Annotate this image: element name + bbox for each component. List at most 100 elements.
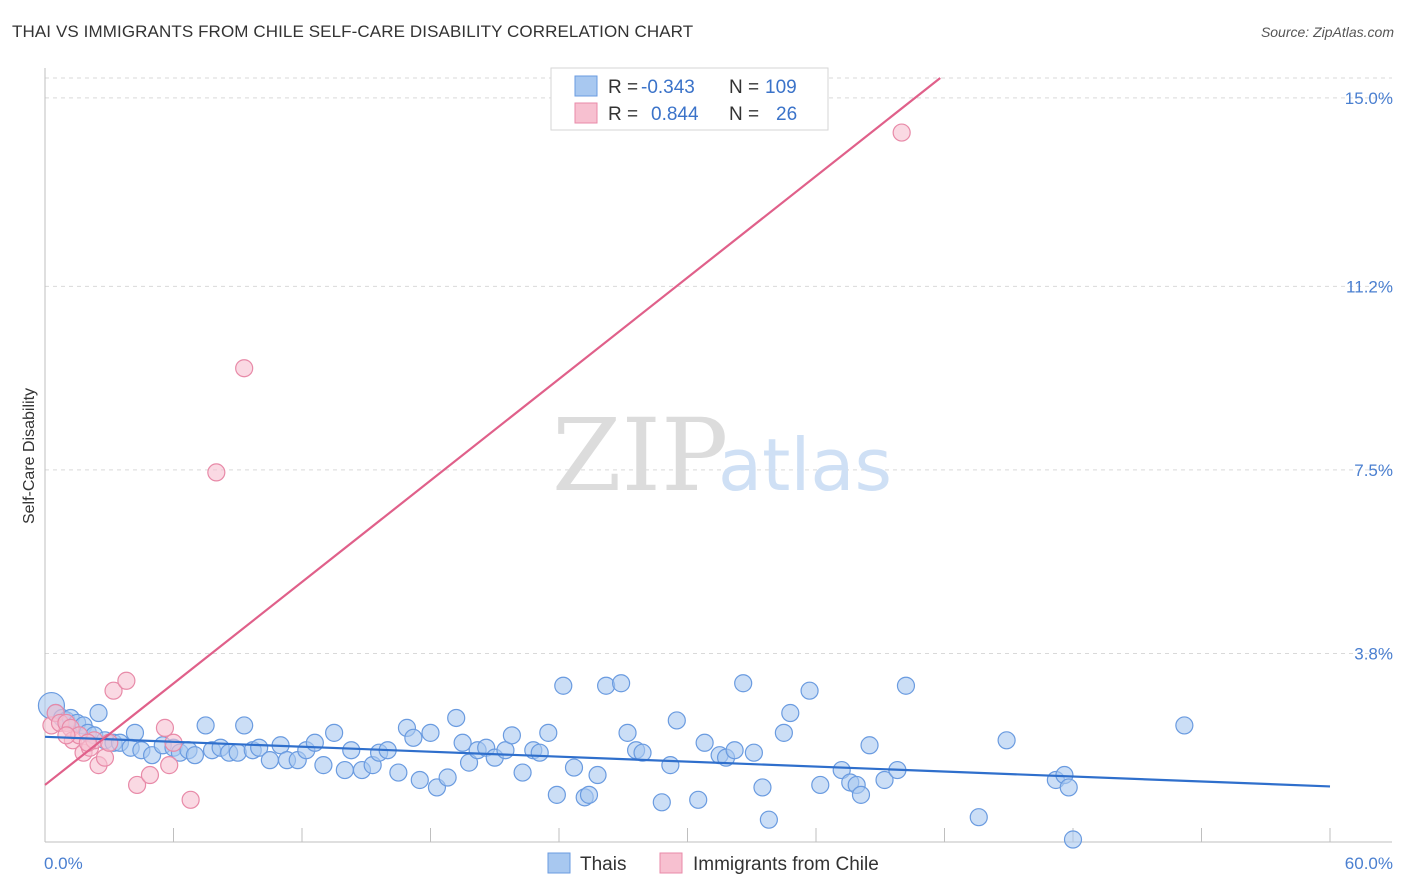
thais-point bbox=[335, 760, 354, 780]
thais-point bbox=[438, 768, 457, 787]
chile-point bbox=[235, 359, 254, 378]
thais-point bbox=[196, 716, 215, 735]
thais-point bbox=[305, 733, 324, 752]
thais-point bbox=[513, 763, 532, 782]
thais-point bbox=[969, 808, 988, 827]
y-tick-label-3: 15.0% bbox=[1345, 89, 1393, 108]
thais-point bbox=[689, 790, 708, 809]
chile-point bbox=[57, 726, 76, 745]
thais-point bbox=[851, 785, 871, 804]
legend-r-label-2: R = bbox=[608, 104, 638, 125]
bottom-legend-label-chile: Immigrants from Chile bbox=[693, 854, 879, 875]
thais-point bbox=[325, 723, 344, 742]
chile-point bbox=[155, 718, 175, 737]
chile-point bbox=[127, 775, 147, 795]
x-tick-label-0: 0.0% bbox=[44, 854, 83, 873]
chart-source: Source: ZipAtlas.com bbox=[1260, 24, 1394, 40]
chile-point bbox=[117, 671, 136, 690]
y-tick-label-0: 3.8% bbox=[1354, 644, 1393, 663]
thais-point bbox=[342, 741, 361, 760]
thais-point bbox=[744, 743, 763, 762]
thais-point bbox=[410, 770, 429, 790]
thais-point bbox=[774, 723, 793, 742]
legend-r-value-2: 0.844 bbox=[651, 104, 699, 125]
trend-lines bbox=[44, 77, 1331, 788]
thais-point bbox=[260, 751, 279, 770]
thais-point bbox=[618, 723, 637, 742]
thais-point bbox=[421, 723, 440, 742]
legend-swatch-chile bbox=[574, 102, 598, 124]
thais-point bbox=[554, 676, 573, 695]
thais-point bbox=[832, 760, 851, 780]
thais-point bbox=[753, 778, 772, 797]
thais-point bbox=[564, 758, 584, 777]
x-tick-label-1: 60.0% bbox=[1345, 854, 1393, 873]
legend-n-value-2: 26 bbox=[776, 104, 797, 125]
chile-point bbox=[207, 463, 226, 482]
thais-point bbox=[661, 756, 680, 775]
bottom-legend-swatch-thais bbox=[547, 852, 571, 874]
thais-point bbox=[89, 703, 108, 723]
legend-r-value-1: -0.343 bbox=[641, 77, 695, 98]
chile-point bbox=[892, 123, 911, 142]
thais-point bbox=[1063, 830, 1083, 849]
chile-point bbox=[104, 681, 123, 700]
thais-point bbox=[875, 770, 894, 790]
thais-point bbox=[125, 723, 145, 742]
thais-point bbox=[1059, 778, 1078, 797]
thais-point bbox=[759, 810, 778, 829]
legend-n-label-2: N = bbox=[729, 104, 759, 125]
thais-point bbox=[453, 733, 472, 752]
chile-point bbox=[140, 765, 160, 785]
thais-point bbox=[250, 738, 269, 757]
y-tick-label-2: 11.2% bbox=[1346, 277, 1393, 296]
chile-point bbox=[181, 790, 200, 809]
legend-box: R = -0.343 N = 109 R = 0.844 N = 26 bbox=[550, 67, 829, 131]
bottom-legend-label-thais: Thais bbox=[580, 854, 626, 875]
y-tick-label-1: 7.5% bbox=[1354, 461, 1393, 480]
thais-point bbox=[811, 775, 830, 795]
thais-point bbox=[597, 676, 616, 695]
thais-point bbox=[667, 711, 686, 730]
series-chile-points bbox=[42, 123, 911, 809]
thais-point bbox=[539, 723, 558, 742]
chile-trend-line bbox=[44, 77, 941, 786]
series-thais-points bbox=[37, 674, 1194, 849]
legend-n-value-1: 109 bbox=[765, 77, 797, 98]
thais-point bbox=[652, 793, 671, 812]
thais-point bbox=[235, 716, 254, 735]
watermark-zip: ZIP bbox=[552, 397, 728, 514]
thais-trend-line bbox=[44, 735, 1331, 788]
tick-labels: 3.8% 7.5% 11.2% 15.0% 0.0% 60.0% bbox=[44, 89, 1393, 873]
thais-point bbox=[1175, 716, 1194, 735]
chile-point bbox=[160, 756, 179, 775]
thais-point bbox=[547, 785, 566, 804]
thais-point bbox=[228, 743, 247, 762]
legend-r-label-1: R = bbox=[608, 77, 638, 98]
thais-point bbox=[695, 733, 714, 752]
bottom-legend: Thais Immigrants from Chile bbox=[547, 852, 879, 875]
thais-point bbox=[185, 746, 205, 765]
chart-title: THAI VS IMMIGRANTS FROM CHILE SELF-CARE … bbox=[12, 22, 694, 41]
thais-point bbox=[447, 708, 466, 728]
thais-point bbox=[781, 703, 800, 723]
thais-point bbox=[579, 785, 599, 804]
thais-point bbox=[734, 674, 753, 693]
thais-point bbox=[896, 676, 916, 695]
legend-swatch-thais bbox=[574, 75, 598, 97]
thais-point bbox=[725, 741, 744, 760]
chile-point bbox=[78, 733, 97, 752]
thais-point bbox=[389, 763, 408, 782]
chile-point bbox=[100, 733, 119, 752]
y-axis-label: Self-Care Disability bbox=[21, 388, 38, 524]
thais-point bbox=[860, 736, 879, 755]
thais-point bbox=[530, 743, 549, 762]
thais-point bbox=[633, 743, 652, 762]
legend-n-label-1: N = bbox=[729, 77, 759, 98]
thais-point bbox=[314, 756, 333, 775]
thais-point bbox=[502, 726, 521, 745]
watermark-atlas: atlas bbox=[718, 423, 892, 507]
thais-point bbox=[588, 765, 607, 785]
thais-point bbox=[997, 731, 1016, 750]
